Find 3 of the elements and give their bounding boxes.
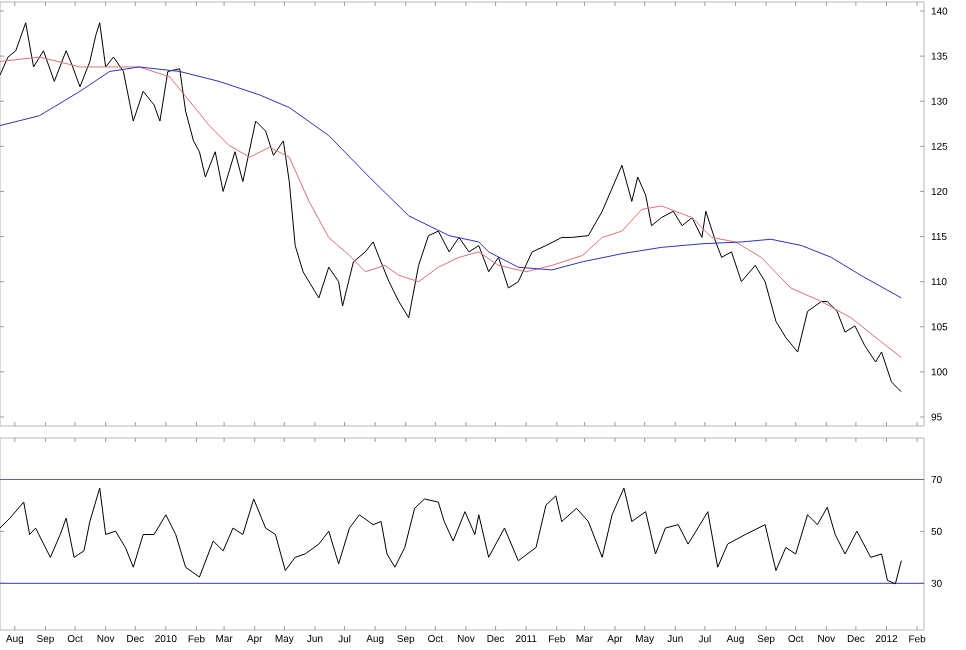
- line-series: [0, 487, 902, 585]
- line-series: [0, 22, 902, 393]
- line-series: [0, 66, 902, 299]
